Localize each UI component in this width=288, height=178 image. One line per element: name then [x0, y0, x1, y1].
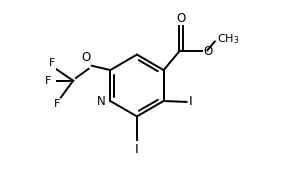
Text: I: I [188, 95, 192, 108]
Text: F: F [54, 99, 60, 109]
Text: O: O [203, 45, 213, 58]
Text: O: O [81, 51, 90, 64]
Text: F: F [49, 58, 55, 68]
Text: N: N [96, 95, 105, 108]
Text: F: F [45, 76, 52, 86]
Text: I: I [135, 143, 139, 156]
Text: O: O [177, 12, 186, 25]
Text: CH$_3$: CH$_3$ [217, 32, 239, 46]
